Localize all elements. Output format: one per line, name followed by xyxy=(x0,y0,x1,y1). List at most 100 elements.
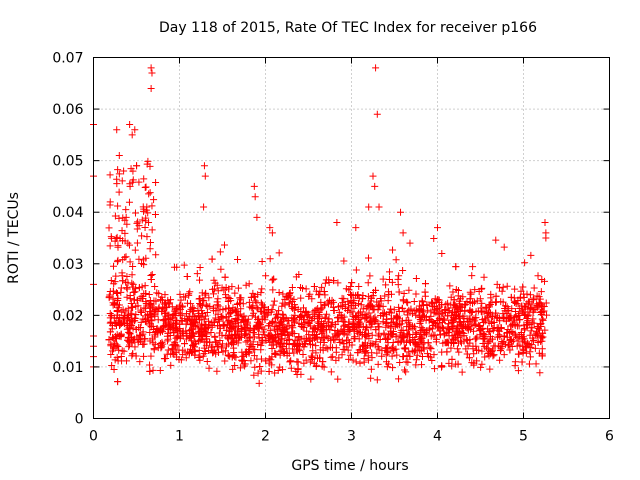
data-point xyxy=(389,364,397,372)
data-point xyxy=(287,364,295,372)
data-point xyxy=(305,331,313,339)
data-point xyxy=(508,305,516,313)
data-point xyxy=(448,355,456,363)
data-point xyxy=(334,375,342,383)
data-point xyxy=(437,310,445,318)
data-point xyxy=(529,308,537,316)
data-point xyxy=(140,175,148,183)
data-point xyxy=(227,297,235,305)
data-point xyxy=(268,276,276,284)
data-point xyxy=(285,335,293,343)
data-point xyxy=(419,298,427,306)
data-point xyxy=(507,293,515,301)
data-point xyxy=(294,365,302,373)
data-point xyxy=(189,325,197,333)
data-point xyxy=(358,331,366,339)
data-point xyxy=(300,343,308,351)
data-point xyxy=(270,325,278,333)
data-point xyxy=(176,301,184,309)
data-point xyxy=(199,310,207,318)
data-point xyxy=(424,306,432,314)
data-point xyxy=(418,314,426,322)
data-point xyxy=(138,216,146,224)
data-point xyxy=(229,365,237,373)
data-point xyxy=(338,351,346,359)
data-point xyxy=(269,286,277,294)
data-point xyxy=(224,340,232,348)
data-point xyxy=(303,312,311,320)
data-point xyxy=(478,360,486,368)
data-point xyxy=(139,340,147,348)
data-point xyxy=(152,179,160,187)
data-point xyxy=(221,347,229,355)
data-point xyxy=(485,301,493,309)
data-point xyxy=(295,333,303,341)
data-point xyxy=(202,321,210,329)
data-point xyxy=(135,284,143,292)
data-point xyxy=(108,361,116,369)
data-point xyxy=(351,335,359,343)
data-point xyxy=(114,202,122,210)
data-point xyxy=(365,356,373,364)
data-point xyxy=(321,315,329,323)
data-point xyxy=(275,307,283,315)
data-point xyxy=(345,286,353,294)
data-point xyxy=(142,300,150,308)
data-point xyxy=(455,308,463,316)
data-point xyxy=(114,311,122,319)
data-point xyxy=(316,346,324,354)
data-point xyxy=(365,203,373,211)
data-point xyxy=(189,341,197,349)
data-point xyxy=(430,351,438,359)
data-point xyxy=(160,300,168,308)
data-point xyxy=(148,69,156,77)
data-point xyxy=(210,304,218,312)
data-point xyxy=(365,309,373,317)
data-point xyxy=(403,330,411,338)
data-point xyxy=(379,310,387,318)
data-point xyxy=(246,324,254,332)
data-point xyxy=(125,343,133,351)
data-point xyxy=(287,357,295,365)
data-point xyxy=(334,279,342,287)
data-point xyxy=(413,351,421,359)
data-point xyxy=(400,308,408,316)
data-point xyxy=(497,347,505,355)
data-point xyxy=(151,309,159,317)
data-point xyxy=(109,287,117,295)
data-point xyxy=(262,309,270,317)
data-point xyxy=(479,339,487,347)
data-point xyxy=(343,331,351,339)
data-point xyxy=(438,363,446,371)
data-point xyxy=(290,314,298,322)
data-point xyxy=(211,279,219,287)
data-point xyxy=(113,308,121,316)
data-point xyxy=(349,356,357,364)
data-point xyxy=(203,308,211,316)
data-point xyxy=(117,288,125,296)
data-point xyxy=(113,233,121,241)
data-point xyxy=(318,334,326,342)
data-point xyxy=(304,318,312,326)
data-point xyxy=(487,290,495,298)
x-tick-label: 6 xyxy=(605,429,614,445)
data-point xyxy=(147,352,155,360)
data-point xyxy=(115,170,123,178)
data-point xyxy=(271,337,279,345)
data-point xyxy=(346,351,354,359)
data-point xyxy=(207,343,215,351)
data-point xyxy=(155,303,163,311)
data-point xyxy=(301,339,309,347)
data-point xyxy=(511,321,519,329)
data-point xyxy=(275,249,283,257)
data-point xyxy=(452,325,460,333)
data-point xyxy=(419,325,427,333)
data-point xyxy=(394,281,402,289)
data-point xyxy=(391,323,399,331)
data-point xyxy=(264,332,272,340)
data-point xyxy=(293,358,301,366)
data-point xyxy=(488,312,496,320)
data-point xyxy=(253,213,261,221)
data-point xyxy=(163,304,171,312)
data-point xyxy=(293,347,301,355)
